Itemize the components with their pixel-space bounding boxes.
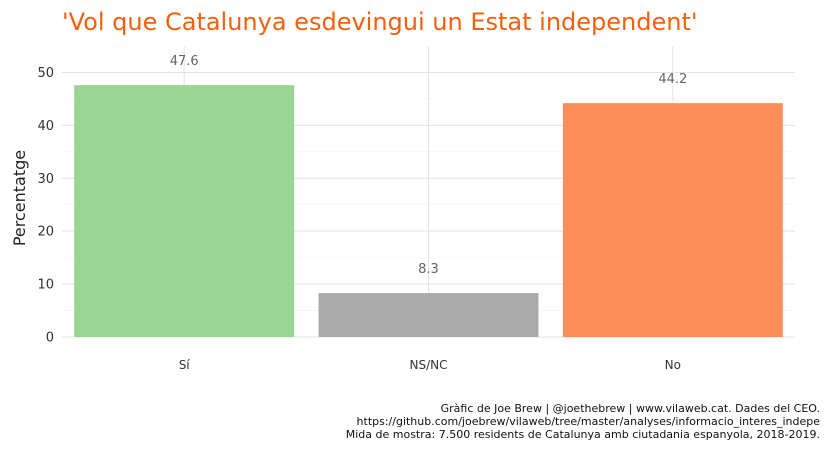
caption-line: Mida de mostra: 7.500 residents de Catal… <box>346 428 820 441</box>
caption-line: https://github.com/joebrew/vilaweb/tree/… <box>357 415 821 428</box>
caption-line: Gràfic de Joe Brew | @joethebrew | www.v… <box>441 402 820 415</box>
y-tick-label: 30 <box>37 172 54 187</box>
x-tick-label: No <box>665 358 681 372</box>
y-tick-label: 10 <box>37 278 54 293</box>
x-tick-label: NS/NC <box>410 358 448 372</box>
chart-title: 'Vol que Catalunya esdevingui un Estat i… <box>62 8 697 36</box>
bar <box>74 85 295 337</box>
bars <box>74 85 783 337</box>
y-tick-label: 50 <box>37 66 54 81</box>
y-tick-label: 40 <box>37 119 54 134</box>
caption: Gràfic de Joe Brew | @joethebrew | www.v… <box>346 402 820 441</box>
data-label: 47.6 <box>170 54 199 69</box>
y-axis-ticks: 0 10 20 30 40 50 <box>37 66 54 346</box>
bar <box>318 293 539 337</box>
x-axis-ticks: Sí NS/NC No <box>179 358 681 372</box>
y-tick-label: 0 <box>46 331 54 346</box>
bar <box>562 103 783 337</box>
y-tick-label: 20 <box>37 225 54 240</box>
data-labels: 47.6 8.3 44.2 <box>170 54 688 277</box>
data-label: 44.2 <box>658 72 687 87</box>
x-tick-label: Sí <box>179 358 191 372</box>
data-label: 8.3 <box>418 262 439 277</box>
y-axis-label: Percentatge <box>10 150 29 246</box>
